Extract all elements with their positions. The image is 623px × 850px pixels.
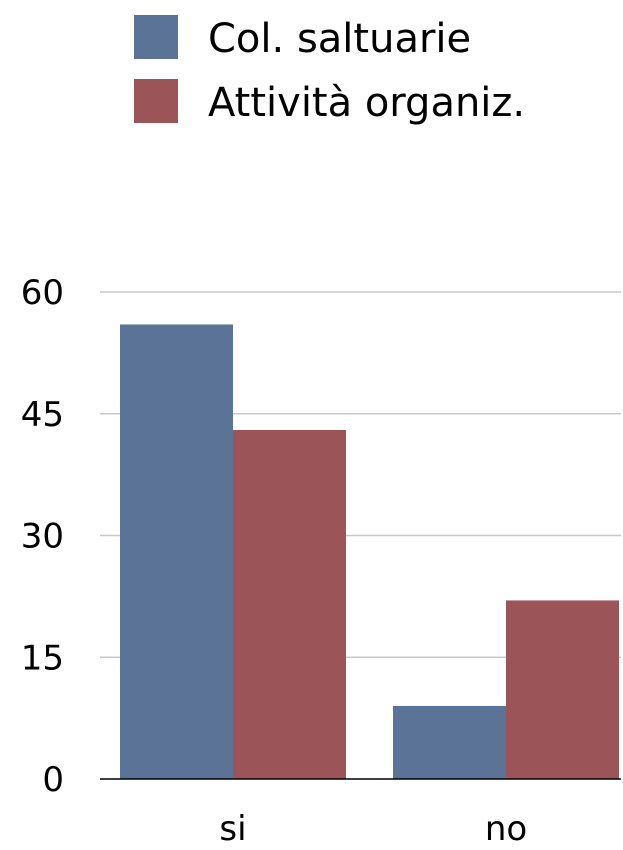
- bars: [120, 324, 619, 779]
- legend-swatch-series-1: [134, 79, 178, 123]
- y-tick-label: 15: [21, 638, 64, 678]
- y-tick-label: 30: [21, 517, 64, 557]
- legend: Col. saltuarie Attività organiz.: [134, 15, 525, 126]
- y-axis: 0 15 30 45 60: [21, 273, 64, 800]
- x-axis: si no: [219, 809, 527, 849]
- x-tick-label-no: no: [485, 809, 527, 849]
- bar-no-series-1: [506, 600, 619, 779]
- y-tick-label: 45: [21, 395, 64, 435]
- legend-label-series-0: Col. saltuarie: [208, 16, 471, 62]
- legend-swatch-series-0: [134, 15, 178, 59]
- y-tick-label: 60: [21, 273, 64, 313]
- legend-label-series-1: Attività organiz.: [208, 80, 525, 126]
- bar-no-series-0: [393, 705, 506, 779]
- bar-si-series-0: [120, 324, 233, 779]
- bar-si-series-1: [233, 429, 346, 779]
- x-tick-label-si: si: [219, 809, 246, 849]
- y-tick-label: 0: [42, 760, 64, 800]
